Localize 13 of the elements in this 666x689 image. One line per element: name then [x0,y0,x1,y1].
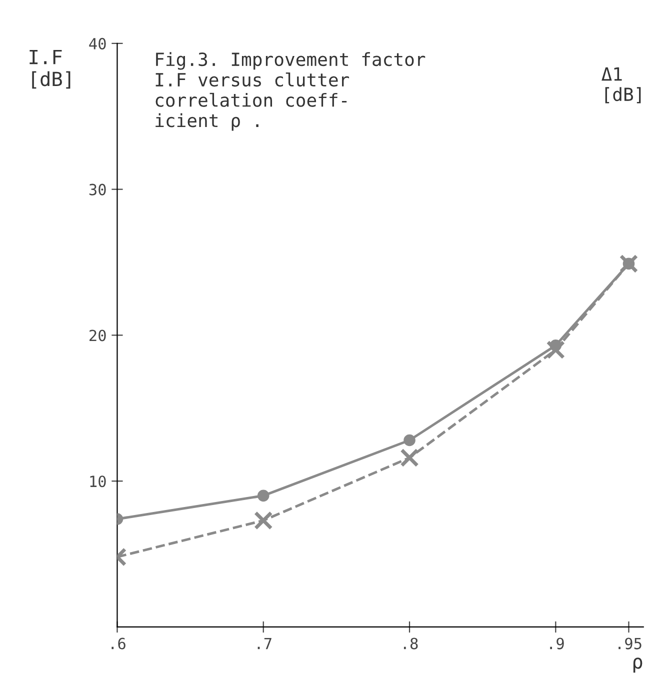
y-axis-title: I.F [dB] [30,50,70,89]
y-tick-label: 30 [89,184,106,196]
x-tick-label: .8 [404,638,418,650]
y-tick-label: 10 [90,476,106,488]
text: Fig.3. Improvement factor I.F versus clutter correlation coeff- icient ρ . [156,52,426,131]
y-tick-label: 40 [89,38,106,50]
y-tick-label: 20 [90,330,106,342]
x-tick-label: .6 [112,638,126,650]
annotation: Δ1 [dB] [602,67,641,104]
x-axis-title: ρ [633,658,642,673]
x-tick-label: .9 [550,638,564,650]
x-tick-label: .95 [618,638,642,650]
x-tick-label: .7 [258,638,272,650]
